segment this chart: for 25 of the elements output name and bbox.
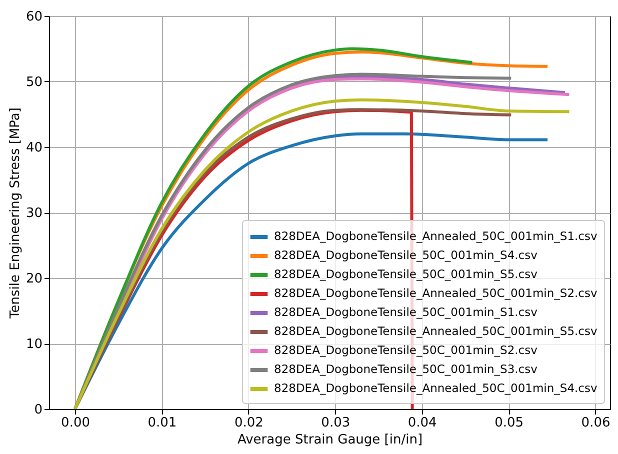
y-tick-label: 20 bbox=[26, 272, 42, 286]
legend-label: 828DEA_DogboneTensile_Annealed_50C_001min_S4.csv bbox=[274, 381, 598, 395]
x-tick-label: 0.05 bbox=[494, 416, 524, 430]
x-tick-label: 0.00 bbox=[61, 416, 90, 430]
legend-label: 828DEA_DogboneTensile_Annealed_50C_001min_S1.csv bbox=[274, 229, 598, 243]
y-axis-title: Tensile Engineering Stress [MPa] bbox=[8, 108, 23, 320]
x-tick-label: 0.06 bbox=[581, 416, 610, 430]
legend-label: 828DEA_DogboneTensile_50C_001min_S1.csv bbox=[274, 305, 538, 319]
y-tick-label: 40 bbox=[26, 140, 42, 156]
x-tick-label: 0.03 bbox=[321, 416, 350, 430]
y-tick-label: 0 bbox=[34, 402, 42, 418]
legend-label: 828DEA_DogboneTensile_50C_001min_S5.csv bbox=[274, 267, 538, 281]
y-tick-label: 50 bbox=[26, 75, 42, 90]
x-tick-label: 0.02 bbox=[234, 416, 264, 430]
x-tick-label: 0.04 bbox=[408, 416, 437, 430]
legend-label: 828DEA_DogboneTensile_50C_001min_S4.csv bbox=[274, 248, 538, 262]
legend-label: 828DEA_DogboneTensile_50C_001min_S3.csv bbox=[274, 362, 538, 376]
legend-label: 828DEA_DogboneTensile_50C_001min_S2.csv bbox=[274, 343, 538, 357]
x-tick-label: 0.01 bbox=[148, 416, 177, 430]
legend-label: 828DEA_DogboneTensile_Annealed_50C_001min_S5.csv bbox=[274, 324, 598, 338]
y-tick-label: 30 bbox=[26, 206, 42, 221]
y-tick-label: 10 bbox=[26, 337, 42, 352]
y-tick-label: 60 bbox=[26, 10, 42, 24]
x-axis-title: Average Strain Gauge [in/in] bbox=[237, 432, 423, 448]
legend-label: 828DEA_DogboneTensile_Annealed_50C_001min_S2.csv bbox=[274, 286, 598, 300]
